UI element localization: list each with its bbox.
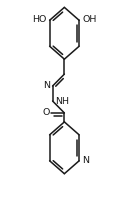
Text: O: O <box>42 108 50 117</box>
Text: N: N <box>43 81 50 89</box>
Text: HO: HO <box>32 15 46 24</box>
Text: N: N <box>82 156 89 165</box>
Text: OH: OH <box>82 15 97 24</box>
Text: NH: NH <box>55 97 69 105</box>
